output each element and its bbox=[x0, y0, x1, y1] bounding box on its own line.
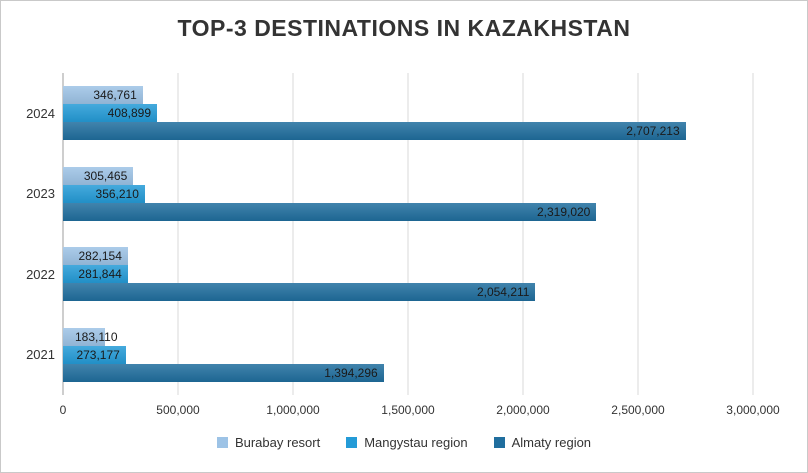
bar-row: 1,394,296 bbox=[63, 363, 753, 382]
legend-item-mangystau-region: Mangystau region bbox=[346, 435, 468, 450]
bar-row: 2,054,211 bbox=[63, 283, 753, 302]
x-tick-label: 1,500,000 bbox=[381, 403, 435, 417]
legend-item-burabay-resort: Burabay resort bbox=[216, 435, 321, 450]
data-label: 356,210 bbox=[95, 186, 139, 201]
bar-almaty-region-2022: 2,054,211 bbox=[63, 283, 536, 302]
data-label: 183,110 bbox=[75, 329, 118, 344]
data-label: 305,465 bbox=[83, 168, 128, 183]
plot-area: 346,761 408,899 2,707,213 305,465 356,210 2,3… bbox=[62, 73, 754, 395]
bar-mangystau-region-2023: 356,210 bbox=[63, 184, 145, 203]
bar-burabay-resort-2021: 183,110 bbox=[63, 327, 118, 346]
y-axis-line bbox=[62, 73, 64, 395]
bar-almaty-region-2023: 2,319,020 bbox=[63, 202, 597, 221]
bar-group-2021: 183,110 273,177 1,394,296 bbox=[63, 315, 753, 396]
bar-mangystau-region-2022: 281,844 bbox=[63, 265, 128, 284]
legend-marker-icon bbox=[493, 437, 505, 448]
bar-almaty-region-2021: 1,394,296 bbox=[63, 363, 384, 382]
bar-row: 281,844 bbox=[63, 265, 753, 284]
data-label: 282,154 bbox=[78, 249, 122, 264]
x-tick-label: 500,000 bbox=[156, 403, 200, 417]
legend-marker-icon bbox=[346, 437, 358, 448]
y-category-label: 2023 bbox=[26, 186, 55, 202]
x-tick-label: 0 bbox=[59, 403, 67, 417]
gridline bbox=[637, 73, 639, 395]
x-axis-labels: 0 500,000 1,000,000 1,500,000 2,000,000 2,500… bbox=[59, 403, 780, 419]
legend: Burabay resort Mangystau region Almaty reg… bbox=[1, 435, 807, 450]
bar-row: 408,899 bbox=[63, 104, 753, 123]
data-label: 408,899 bbox=[107, 106, 152, 121]
bar-row: 305,465 bbox=[63, 166, 753, 185]
gridline bbox=[292, 73, 294, 395]
bar-row: 2,707,213 bbox=[63, 122, 753, 141]
bar-mangystau-region-2021: 273,177 bbox=[63, 345, 126, 364]
bar-row: 282,154 bbox=[63, 247, 753, 266]
x-tick-label: 2,000,000 bbox=[496, 403, 550, 417]
bar-groups: 346,761 408,899 2,707,213 305,465 356,210 2,3… bbox=[63, 73, 753, 395]
legend-label: Mangystau region bbox=[364, 435, 468, 450]
y-axis-labels: 2024 2023 2022 2021 bbox=[1, 73, 55, 395]
bar-group-2024: 346,761 408,899 2,707,213 bbox=[63, 73, 753, 154]
bar-row: 346,761 bbox=[63, 86, 753, 105]
bar-mangystau-region-2024: 408,899 bbox=[63, 104, 158, 123]
data-label: 1,394,296 bbox=[324, 365, 378, 380]
y-category-label: 2022 bbox=[26, 266, 55, 282]
gridline bbox=[752, 73, 754, 395]
bar-row: 273,177 bbox=[63, 345, 753, 364]
bar-burabay-resort-2023: 305,465 bbox=[63, 166, 134, 185]
gridline bbox=[177, 73, 179, 395]
data-label: 346,761 bbox=[93, 88, 137, 103]
y-category-label: 2024 bbox=[26, 105, 55, 121]
data-label: 2,707,213 bbox=[626, 124, 680, 139]
bar-row: 356,210 bbox=[63, 184, 753, 203]
chart-title: TOP-3 DESTINATIONS IN KAZAKHSTAN bbox=[177, 15, 631, 41]
data-label: 2,054,211 bbox=[476, 285, 530, 300]
bar-group-2022: 282,154 281,844 2,054,211 bbox=[63, 234, 753, 315]
legend-label: Burabay resort bbox=[234, 435, 321, 450]
y-category-label: 2021 bbox=[26, 347, 55, 363]
legend-item-almaty-region: Almaty region bbox=[493, 435, 592, 450]
bar-group-2023: 305,465 356,210 2,319,020 bbox=[63, 154, 753, 235]
x-tick-label: 2,500,000 bbox=[611, 403, 665, 417]
data-label: 273,177 bbox=[76, 347, 120, 362]
bar-burabay-resort-2024: 346,761 bbox=[63, 86, 143, 105]
x-tick-label: 3,000,000 bbox=[726, 403, 780, 417]
bar-almaty-region-2024: 2,707,213 bbox=[63, 122, 686, 141]
legend-label: Almaty region bbox=[511, 435, 592, 450]
gridline bbox=[407, 73, 409, 395]
gridline bbox=[522, 73, 524, 395]
bar-row: 183,110 bbox=[63, 327, 753, 346]
data-label: 2,319,020 bbox=[536, 204, 591, 219]
x-tick-label: 1,000,000 bbox=[266, 403, 320, 417]
bar-row: 2,319,020 bbox=[63, 202, 753, 221]
legend-marker-icon bbox=[216, 437, 228, 448]
bar-burabay-resort-2022: 282,154 bbox=[63, 247, 128, 266]
data-label: 281,844 bbox=[78, 267, 122, 282]
